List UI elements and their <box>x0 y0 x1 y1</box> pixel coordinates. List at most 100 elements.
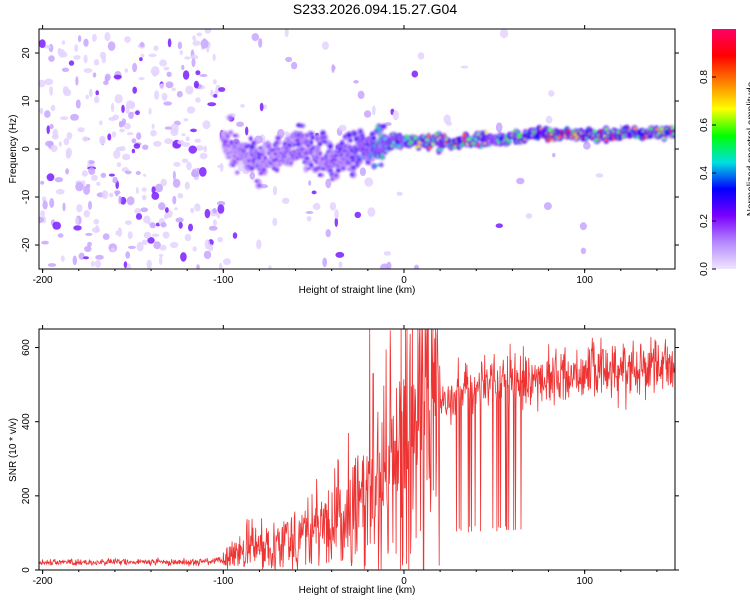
ridge-core <box>380 153 384 157</box>
ridge-core <box>334 174 338 177</box>
ridge-core <box>365 161 370 164</box>
noise-speckle <box>259 102 264 112</box>
ridge-core <box>592 130 597 133</box>
noise-speckle <box>322 257 328 268</box>
noise-speckle <box>338 124 347 132</box>
ridge-core <box>373 164 378 169</box>
noise-speckle <box>104 73 111 82</box>
noise-speckle <box>159 244 167 251</box>
x-tick-label: 100 <box>576 275 593 286</box>
page-title: S233.2026.094.15.27.G04 <box>292 1 458 17</box>
noise-speckle <box>170 128 179 136</box>
noise-speckle <box>57 233 64 238</box>
ridge-core <box>233 160 237 164</box>
ridge-core <box>328 144 333 149</box>
noise-speckle <box>90 260 96 267</box>
noise-speckle <box>112 176 118 184</box>
noise-speckle <box>49 198 55 208</box>
noise-speckle <box>359 167 366 177</box>
noise-speckle <box>117 227 123 238</box>
noise-speckle <box>357 90 365 100</box>
noise-speckle <box>153 140 162 147</box>
noise-speckle <box>91 33 97 42</box>
noise-speckle <box>213 219 217 226</box>
ridge-core <box>315 137 319 141</box>
ridge-core <box>368 153 374 158</box>
noise-speckle <box>383 251 392 256</box>
ridge-core <box>320 131 326 135</box>
noise-speckle <box>85 94 89 100</box>
noise-speckle <box>184 233 192 242</box>
noise-speckle <box>122 153 131 161</box>
noise-speckle <box>54 177 64 183</box>
noise-speckle <box>126 132 134 136</box>
noise-speckle <box>312 202 321 211</box>
ridge-core <box>574 137 578 141</box>
noise-speckle <box>191 58 196 68</box>
ridge-core <box>462 133 467 138</box>
noise-speckle <box>123 261 128 269</box>
colorbar-label: Normalized spectral amplitude <box>746 81 750 216</box>
noise-speckle <box>218 87 226 92</box>
noise-speckle <box>94 96 100 104</box>
noise-speckle <box>72 255 78 266</box>
noise-speckle <box>119 128 125 133</box>
spectrogram-ridge <box>219 114 675 189</box>
noise-speckle <box>60 51 68 58</box>
noise-speckle <box>127 245 136 249</box>
noise-speckle <box>188 223 193 232</box>
noise-speckle <box>40 180 45 185</box>
noise-speckle <box>41 240 49 245</box>
snr-frame <box>38 328 676 571</box>
noise-speckle <box>371 105 376 116</box>
noise-speckle <box>548 90 555 97</box>
noise-speckle <box>256 239 262 250</box>
noise-speckle <box>153 45 159 51</box>
noise-speckle <box>84 245 92 252</box>
noise-speckle <box>203 250 212 260</box>
noise-speckle <box>131 148 136 154</box>
noise-speckle <box>39 216 44 223</box>
noise-speckle <box>94 260 102 268</box>
x-tick-label: 0 <box>401 275 407 286</box>
ridge-core <box>299 124 303 128</box>
noise-speckle <box>499 29 509 39</box>
noise-speckle <box>183 118 189 122</box>
noise-speckle <box>364 177 374 187</box>
noise-speckle <box>121 118 127 126</box>
noise-speckle <box>116 162 122 168</box>
noise-speckle <box>204 208 211 219</box>
noise-speckle <box>150 129 157 137</box>
noise-speckle <box>525 213 533 219</box>
spectrogram-x-label: Height of straight line (km) <box>299 285 416 296</box>
ridge-core <box>377 163 382 167</box>
noise-speckle <box>138 77 145 81</box>
noise-speckle <box>164 138 173 145</box>
noise-speckle <box>88 160 95 165</box>
noise-speckle <box>186 106 196 114</box>
noise-speckle <box>200 39 209 49</box>
noise-speckle <box>100 172 107 178</box>
noise-speckle <box>192 246 197 252</box>
noise-speckle <box>258 38 263 48</box>
noise-speckle <box>167 38 172 48</box>
noise-speckle <box>77 35 82 43</box>
x-tick-label: -100 <box>213 576 233 587</box>
ridge-core <box>435 132 440 135</box>
y-tick-label: 10 <box>21 95 32 107</box>
noise-speckle <box>181 64 185 71</box>
colorbar-tick-label: 0.0 <box>699 262 710 276</box>
noise-speckle <box>93 218 100 225</box>
x-tick-label: -200 <box>33 576 53 587</box>
noise-speckle <box>131 138 137 144</box>
noise-speckle <box>49 86 53 96</box>
ridge-core <box>254 179 259 183</box>
noise-speckle <box>217 204 225 214</box>
noise-speckle <box>83 210 91 218</box>
ridge-core <box>348 138 353 143</box>
ridge-core <box>234 140 238 145</box>
ridge-core <box>517 135 522 139</box>
ridge-core <box>232 134 237 137</box>
ridge-core <box>272 166 276 170</box>
noise-speckle <box>83 185 91 195</box>
